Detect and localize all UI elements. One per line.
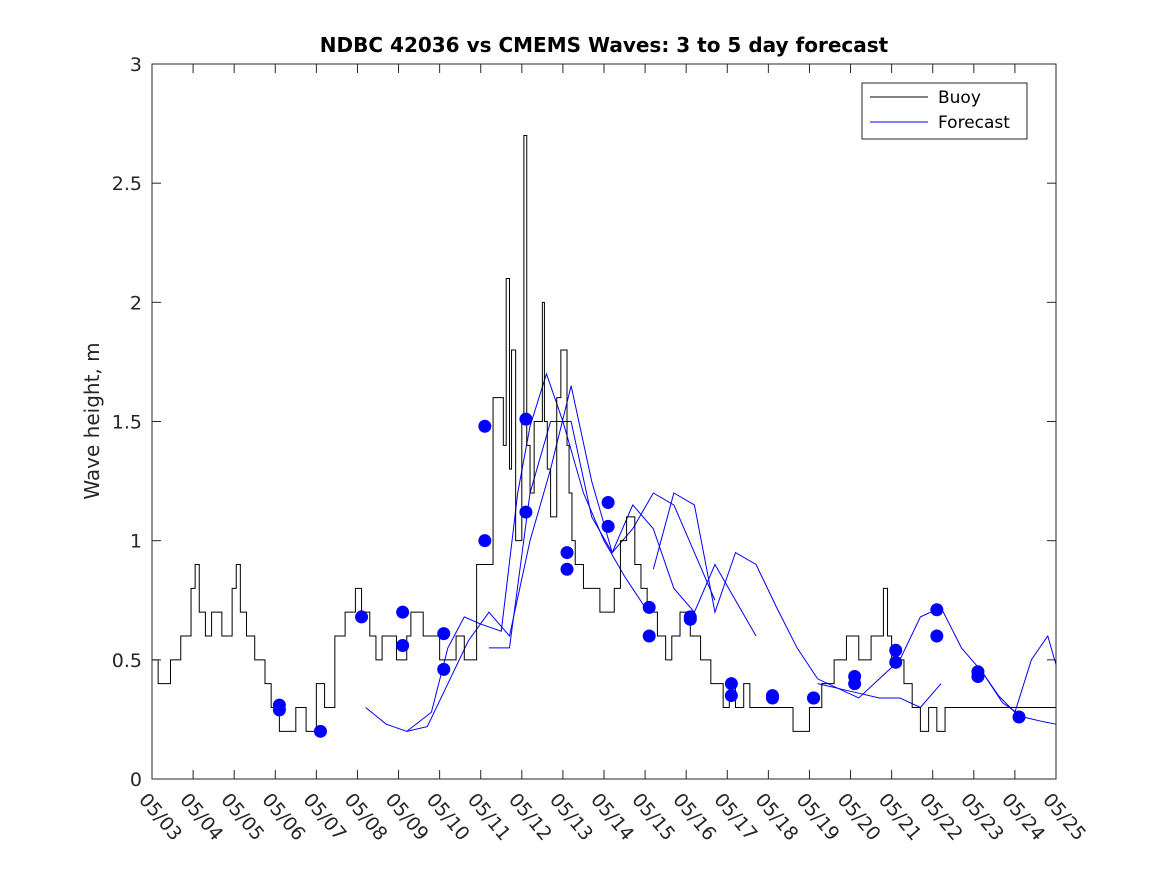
legend: Buoy Forecast	[861, 82, 1028, 140]
x-tick-label: 05/11	[463, 789, 515, 845]
forecast-marker	[930, 603, 944, 617]
forecast-marker	[519, 412, 533, 426]
legend-buoy-label: Buoy	[938, 88, 981, 108]
forecast-marker	[396, 605, 410, 619]
forecast-marker	[724, 677, 738, 691]
x-tick-label: 05/16	[668, 789, 720, 845]
forecast-marker	[396, 639, 410, 653]
x-tick-label: 05/18	[751, 789, 803, 845]
forecast-marker	[272, 703, 286, 717]
y-tick-label: 0	[130, 769, 142, 791]
x-tick-label: 05/25	[1038, 789, 1090, 845]
forecast-marker	[478, 419, 492, 433]
x-tick-label: 05/20	[833, 789, 885, 845]
x-tick-label: 05/12	[504, 789, 556, 845]
forecast-marker	[642, 629, 656, 643]
forecast-line	[488, 421, 757, 649]
x-tick-label: 05/13	[545, 789, 597, 845]
x-tick-label: 05/08	[340, 789, 392, 845]
x-tick-label: 05/04	[175, 789, 227, 845]
x-tick-label: 05/07	[299, 789, 351, 845]
forecast-marker	[930, 629, 944, 643]
x-tick-label: 05/10	[422, 789, 474, 845]
y-tick-label: 2	[130, 292, 142, 314]
y-tick-label: 1	[130, 531, 142, 553]
forecast-marker	[313, 724, 327, 738]
forecast-marker	[889, 643, 903, 657]
legend-box	[861, 82, 1028, 140]
forecast-marker	[601, 519, 615, 533]
forecast-marker	[848, 677, 862, 691]
y-axis-ticks: 0 0.5 1 1.5 2 2.5 3	[112, 54, 1056, 791]
forecast-marker-group	[272, 412, 1026, 738]
forecast-marker	[724, 689, 738, 703]
legend-forecast-label: Forecast	[938, 113, 1010, 133]
plot-frame	[151, 63, 1057, 780]
plot-area	[151, 63, 1057, 780]
chart-title: NDBC 42036 vs CMEMS Waves: 3 to 5 day fo…	[320, 33, 889, 57]
x-tick-label: 05/19	[792, 789, 844, 845]
forecast-marker	[560, 546, 574, 560]
forecast-marker	[889, 655, 903, 669]
x-tick-label: 05/21	[874, 789, 926, 845]
forecast-marker	[560, 562, 574, 576]
y-tick-label: 0.5	[112, 650, 142, 672]
x-tick-label: 05/09	[381, 789, 433, 845]
forecast-marker	[807, 691, 821, 705]
forecast-marker	[601, 496, 615, 510]
forecast-marker	[642, 600, 656, 614]
x-tick-label: 05/23	[956, 789, 1008, 845]
x-tick-label: 05/06	[257, 789, 309, 845]
x-tick-label: 05/15	[627, 789, 679, 845]
forecast-marker	[1012, 710, 1026, 724]
x-tick-label: 05/17	[709, 789, 761, 845]
x-tick-label: 05/14	[586, 789, 638, 845]
forecast-line	[406, 385, 716, 732]
y-axis-label: Wave height, m	[80, 342, 104, 499]
forecast-marker	[971, 670, 985, 684]
y-tick-label: 2.5	[112, 173, 142, 195]
y-tick-label: 1.5	[112, 412, 142, 434]
x-tick-label: 05/24	[997, 789, 1049, 845]
forecast-line	[652, 492, 942, 709]
forecast-marker	[683, 612, 697, 626]
forecast-marker	[519, 505, 533, 519]
forecast-marker	[355, 610, 369, 624]
forecast-marker	[437, 627, 451, 641]
forecast-line	[365, 372, 646, 732]
forecast-line	[981, 634, 1057, 714]
forecast-marker	[437, 662, 451, 676]
forecast-marker	[478, 534, 492, 548]
x-tick-label: 05/22	[915, 789, 967, 845]
y-tick-label: 3	[130, 54, 142, 76]
x-tick-label: 05/05	[216, 789, 268, 845]
forecast-marker	[765, 691, 779, 705]
x-tick-label: 05/03	[134, 789, 186, 845]
